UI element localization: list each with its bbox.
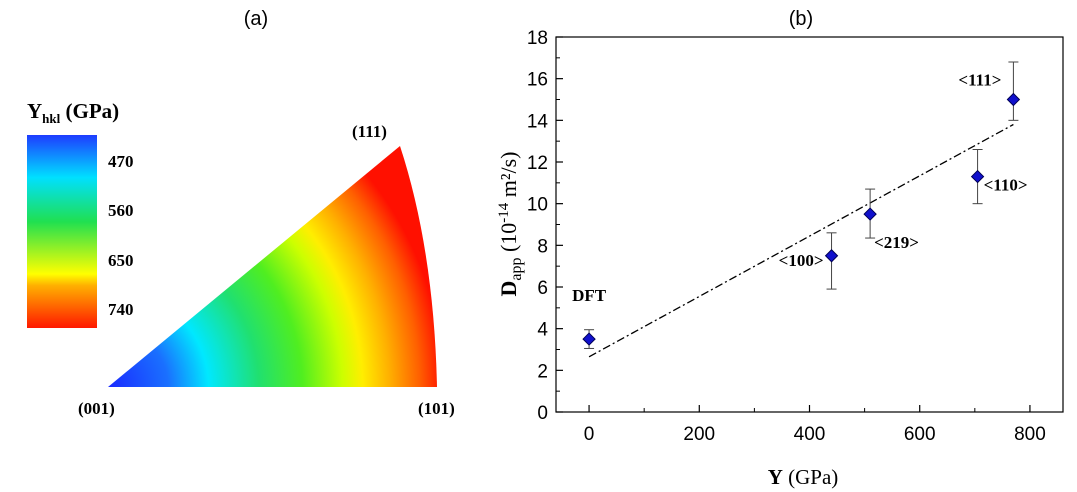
panel-a-label: (a)	[244, 8, 268, 30]
panel-a: (a) Yhkl (GPa) 470 560 650 740 (001) (10…	[27, 8, 455, 418]
y-tick-label: 0	[537, 403, 548, 424]
y-tick-label: 14	[527, 111, 549, 132]
colorbar-tick-740: 740	[108, 300, 134, 319]
y-tick-label: 8	[537, 236, 548, 257]
point-label: <219>	[874, 233, 919, 252]
point-label: DFT	[572, 286, 607, 305]
point-label: <110>	[984, 176, 1028, 195]
colorbar	[27, 135, 97, 328]
colorbar-tick-650: 650	[108, 251, 134, 270]
data-points: DFT <100> <219> <110> <111>	[572, 61, 1028, 349]
y-tick-label: 18	[527, 28, 548, 49]
point-label: <111>	[958, 71, 1001, 90]
panel-b: (b) 0 200 400 600 800 0 2 4 6 8 10 12 14 16 18 DFT <10…	[496, 8, 1064, 489]
diamond-marker	[863, 207, 877, 221]
y-axis: 0 2 4 6 8 10 12 14 16 18	[527, 28, 563, 424]
corner-label-001: (001)	[78, 399, 115, 418]
y-tick-label: 4	[537, 320, 548, 341]
x-tick-label: 800	[1014, 424, 1046, 445]
y-tick-label: 6	[537, 278, 548, 299]
x-tick-label: 200	[683, 424, 715, 445]
colorbar-tick-470: 470	[108, 152, 134, 171]
corner-label-111: (111)	[352, 122, 387, 141]
diamond-marker	[824, 249, 839, 263]
diamond-marker	[582, 332, 596, 346]
panel-b-label: (b)	[789, 8, 813, 30]
y-axis-label: Dapp (10-14 m²/s)	[496, 151, 525, 296]
y-tick-label: 2	[537, 361, 548, 382]
diamond-marker	[970, 169, 985, 184]
diamond-marker	[1006, 92, 1021, 107]
y-tick-label: 16	[527, 70, 548, 91]
inverse-pole-figure-triangle	[108, 146, 437, 387]
corner-label-101: (101)	[418, 399, 455, 418]
x-axis: 0 200 400 600 800	[584, 405, 1046, 445]
y-tick-label: 10	[527, 195, 548, 216]
x-tick-label: 0	[584, 424, 595, 445]
x-axis-label: Y (GPa)	[768, 465, 839, 489]
colorbar-title: Yhkl (GPa)	[27, 99, 119, 126]
point-label: <100>	[779, 251, 824, 270]
colorbar-tick-560: 560	[108, 201, 134, 220]
x-tick-label: 600	[904, 424, 936, 445]
x-tick-label: 400	[794, 424, 826, 445]
fit-line	[588, 123, 1014, 358]
y-tick-label: 12	[527, 153, 548, 174]
plot-frame	[555, 36, 1064, 413]
